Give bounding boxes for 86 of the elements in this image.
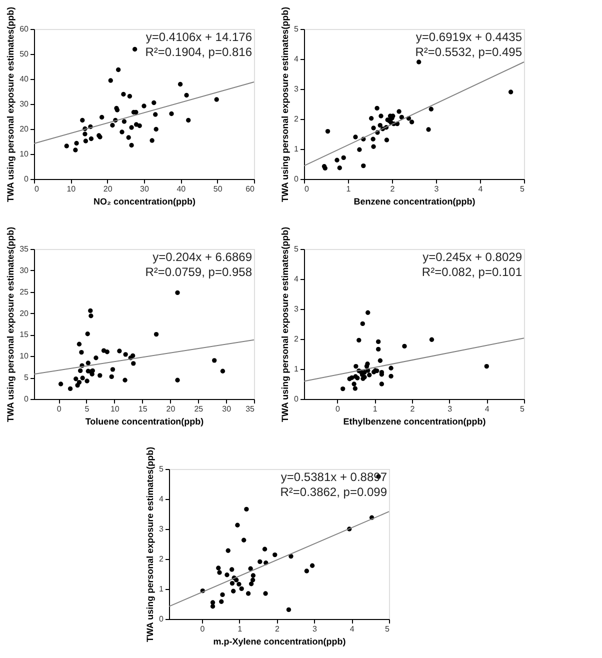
annotation: y=0.245x + 0.8029 xyxy=(422,250,522,264)
y-tick-label: 0 xyxy=(294,394,300,404)
y-tick-label: 35 xyxy=(20,244,30,254)
y-tick-label: 10 xyxy=(20,352,30,361)
x-tick-label: 30 xyxy=(222,404,232,414)
y-tick-label: 30 xyxy=(20,100,30,108)
y-tick-label: 5 xyxy=(294,24,300,34)
x-axis-title: Benzene concentration(ppb) xyxy=(354,196,476,206)
x-tick-label: 4 xyxy=(484,404,490,414)
annotation: R²=0.082, p=0.101 xyxy=(422,265,522,279)
annotation: y=0.4106x + 14.176 xyxy=(146,30,252,44)
y-tick-label: 1 xyxy=(294,144,300,154)
x-tick-label: 1 xyxy=(372,404,378,414)
x-tick-label: 1 xyxy=(346,184,352,194)
x-tick-label: 5 xyxy=(520,404,526,414)
x-tick-label: 10 xyxy=(66,184,76,194)
x-axis-title: Toluene concentration(ppb) xyxy=(85,416,204,426)
annotation: y=0.204x + 6.6869 xyxy=(152,250,252,264)
y-tick-label: 2 xyxy=(159,554,164,564)
x-axis-title: Ethylbenzene concentration(ppb) xyxy=(343,416,486,426)
x-tick-label: 2 xyxy=(410,404,416,414)
y-tick-label: 20 xyxy=(20,308,30,318)
y-tick-label: 0 xyxy=(294,174,300,184)
y-tick-label: 5 xyxy=(24,373,30,382)
y-axis-title: TWA using personal exposure estimates(ppb) xyxy=(280,6,290,202)
annotation: R²=0.5532, p=0.495 xyxy=(415,45,522,59)
x-tick-label: 60 xyxy=(246,184,256,194)
y-tick-label: 3 xyxy=(294,84,300,94)
x-tick-label: 3 xyxy=(448,404,453,414)
x-tick-label: 25 xyxy=(194,404,204,414)
y-tick-label: 50 xyxy=(20,50,30,58)
x-axis-title: NO₂ concentration(ppb) xyxy=(94,196,196,206)
annotation: y=0.5381x + 0.8897 xyxy=(280,470,388,484)
x-tick-label: 4 xyxy=(350,624,355,634)
x-tick-label: 2 xyxy=(390,184,396,194)
x-tick-label: 20 xyxy=(103,184,113,194)
x-tick-label: 20 xyxy=(166,404,176,414)
y-axis-title: TWA using personal exposure estimates(ppb) xyxy=(145,446,156,642)
x-tick-label: 10 xyxy=(110,404,120,414)
y-tick-label: 10 xyxy=(20,150,30,158)
y-tick-label: 3 xyxy=(159,524,164,534)
y-tick-label: 5 xyxy=(159,464,164,474)
x-tick-label: 2 xyxy=(275,624,280,634)
x-tick-label: 5 xyxy=(385,624,390,634)
annotation: R²=0.3862, p=0.099 xyxy=(280,485,388,499)
y-tick-label: 0 xyxy=(159,614,164,624)
y-axis-title: TWA using personal exposure estimates(ppb) xyxy=(6,6,16,202)
x-tick-label: 30 xyxy=(140,184,150,194)
y-tick-label: 15 xyxy=(20,330,30,340)
x-tick-label: 1 xyxy=(238,624,243,634)
y-tick-label: 0 xyxy=(24,394,30,404)
y-tick-label: 25 xyxy=(20,287,30,296)
y-axis-title: TWA using personal exposure estimates(ppb) xyxy=(6,226,16,422)
x-tick-label: 3 xyxy=(312,624,318,634)
annotation: y=0.6919x + 0.4435 xyxy=(416,30,522,44)
y-tick-label: 1 xyxy=(159,584,164,594)
x-tick-label: 15 xyxy=(138,404,148,414)
y-tick-label: 4 xyxy=(294,274,300,284)
y-tick-label: 30 xyxy=(20,266,30,275)
y-tick-label: 3 xyxy=(294,304,300,314)
x-tick-label: 50 xyxy=(213,184,223,194)
y-tick-label: 4 xyxy=(294,54,300,64)
x-tick-label: 3 xyxy=(434,184,440,194)
annotation: R²=0.0759, p=0.958 xyxy=(145,265,252,279)
y-axis-title: TWA using personal exposure estimates(ppb) xyxy=(280,226,290,422)
x-axis-title: m.p-Xylene concentration(ppb) xyxy=(213,636,346,646)
y-tick-label: 4 xyxy=(159,494,164,504)
y-tick-label: 2 xyxy=(294,114,300,124)
x-tick-label: 0 xyxy=(304,184,310,194)
y-tick-label: 0 xyxy=(24,174,30,184)
x-tick-label: 4 xyxy=(478,184,484,194)
x-tick-label: 5 xyxy=(520,184,526,194)
y-tick-label: 60 xyxy=(20,24,30,34)
x-tick-label: 0 xyxy=(56,404,62,414)
annotation: R²=0.1904, p=0.816 xyxy=(145,45,252,59)
y-tick-label: 1 xyxy=(294,364,300,374)
y-tick-label: 2 xyxy=(294,334,300,344)
x-tick-label: 0 xyxy=(336,404,341,414)
x-tick-label: 40 xyxy=(176,184,186,194)
x-tick-label: 35 xyxy=(246,404,256,414)
y-tick-label: 40 xyxy=(20,74,30,84)
y-tick-label: 5 xyxy=(294,244,300,254)
x-tick-label: 5 xyxy=(84,404,90,414)
x-tick-label: 0 xyxy=(34,184,40,194)
x-tick-label: 0 xyxy=(200,624,206,634)
y-tick-label: 20 xyxy=(20,124,30,134)
